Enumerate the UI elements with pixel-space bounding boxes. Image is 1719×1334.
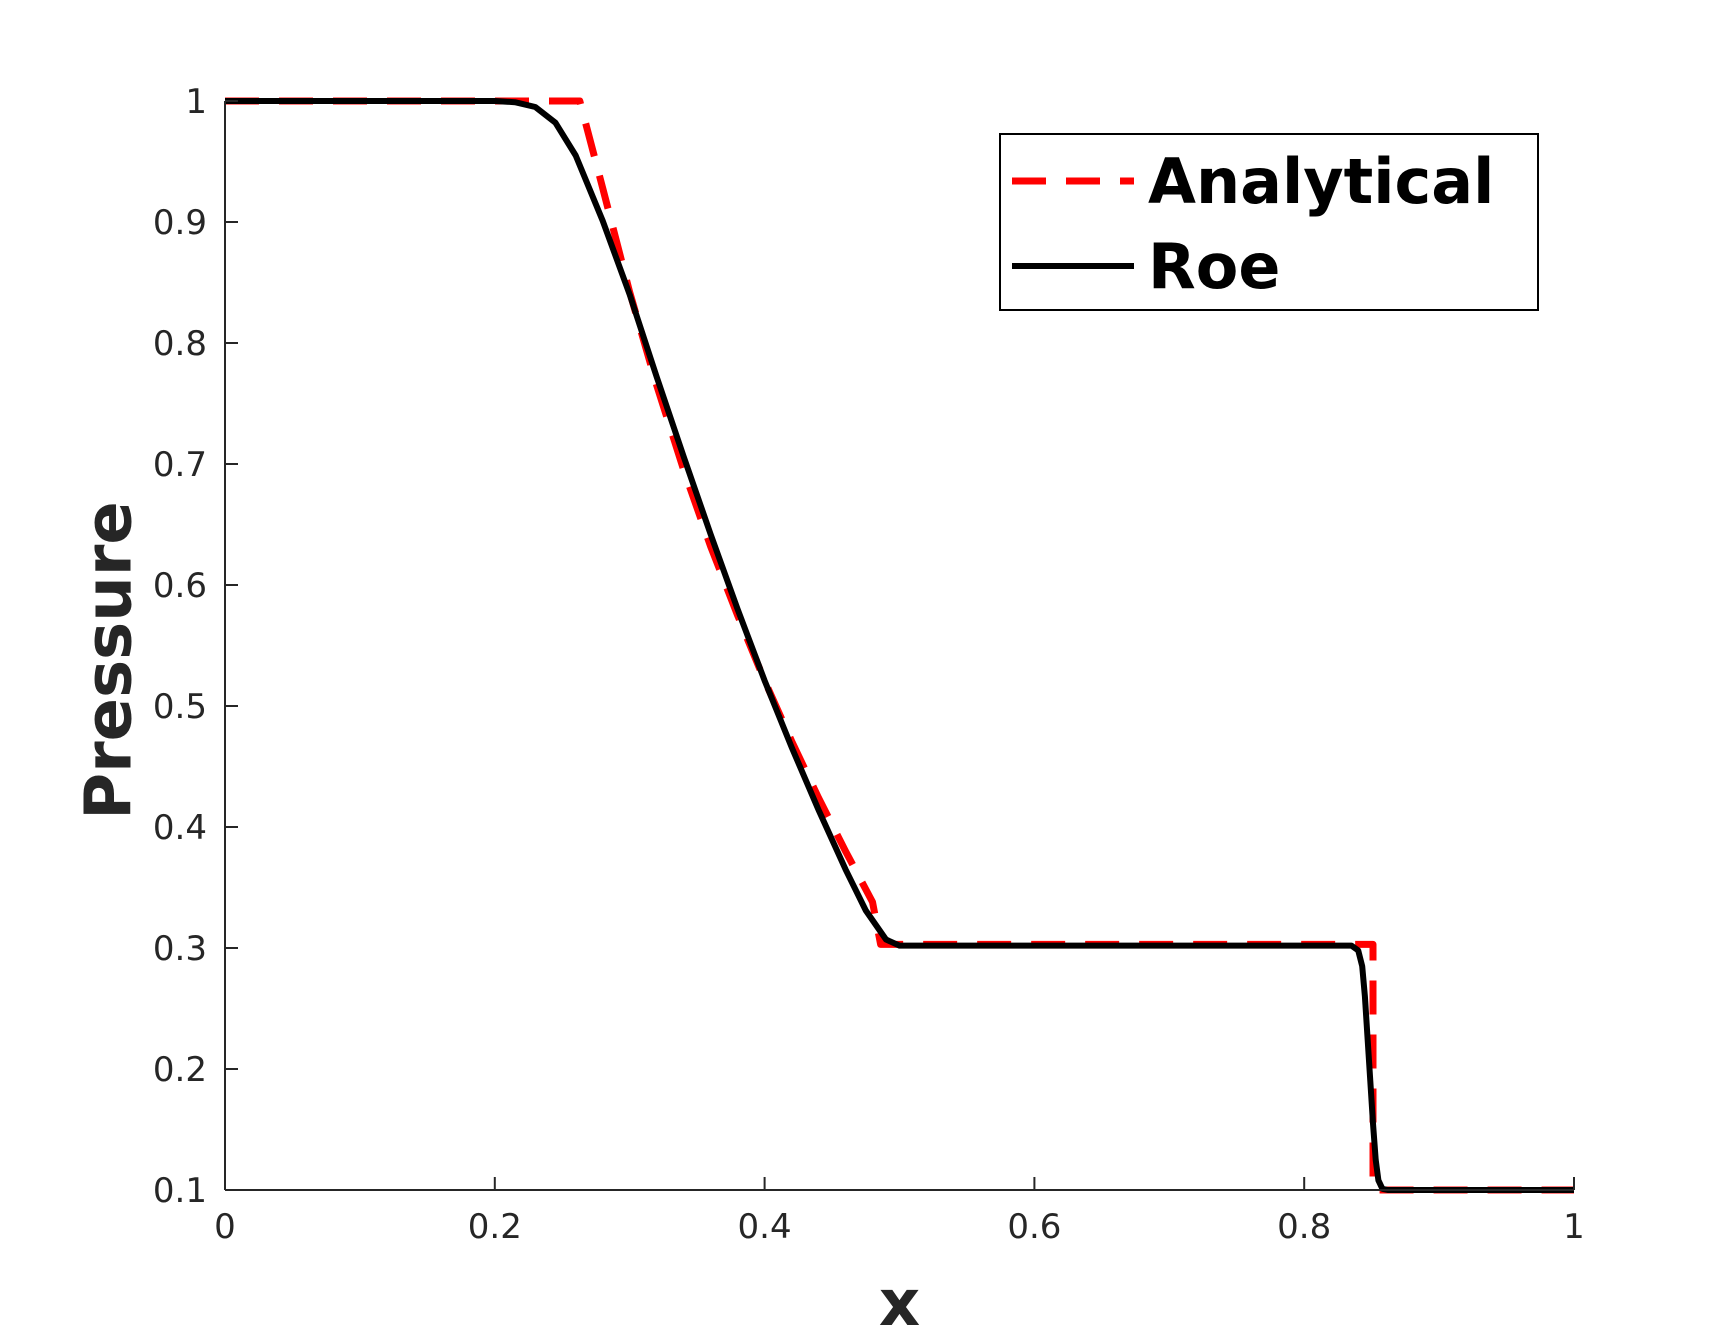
- y-tick-label: 0.3: [153, 929, 207, 969]
- y-tick-label: 0.7: [153, 445, 207, 485]
- y-tick-label: 1: [185, 82, 207, 122]
- y-axis-title: Pressure: [73, 501, 147, 820]
- y-tick-label: 0.9: [153, 203, 207, 243]
- axes: [224, 100, 1575, 1191]
- y-tick-label: 0.4: [153, 808, 207, 848]
- y-tick-label: 0.6: [153, 566, 207, 606]
- legend-label-roe: Roe: [1148, 230, 1280, 303]
- legend: Analytical Roe: [999, 133, 1539, 311]
- plot-area: [225, 97, 1574, 1194]
- legend-box: [999, 133, 1539, 311]
- x-tick-label: 0.2: [468, 1207, 522, 1247]
- y-tick-label: 0.2: [153, 1050, 207, 1090]
- tick-labels: 0 0.2 0.4 0.6 0.8 1 0.1 0.2 0.3 0.4 0.5 0.6 0.7 0.8 0.…: [153, 82, 1585, 1247]
- x-axis-title: x: [879, 1267, 920, 1334]
- x-tick-label: 1: [1563, 1207, 1585, 1247]
- y-tick-label: 0.5: [153, 687, 207, 727]
- y-tick-label: 0.8: [153, 324, 207, 364]
- y-tick-label: 0.1: [153, 1171, 207, 1211]
- x-tick-label: 0.4: [738, 1207, 792, 1247]
- x-tick-label: 0.6: [1007, 1207, 1061, 1247]
- legend-label-analytical: Analytical: [1148, 145, 1494, 218]
- series-line-roe: [225, 98, 1574, 1193]
- x-tick-label: 0.8: [1277, 1207, 1331, 1247]
- x-tick-label: 0: [214, 1207, 236, 1247]
